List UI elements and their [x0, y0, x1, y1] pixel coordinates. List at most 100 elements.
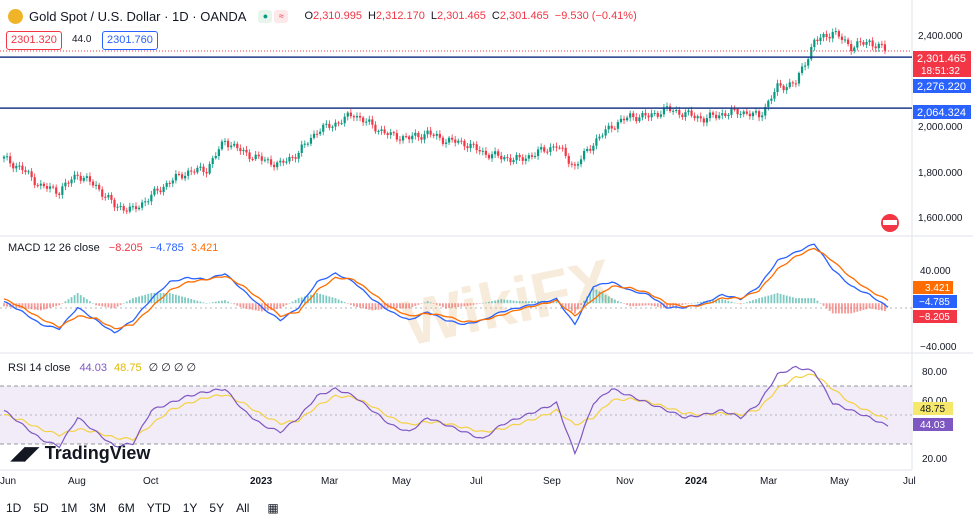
- candle-body: [767, 100, 770, 107]
- candle-body: [165, 183, 168, 187]
- range-ytd[interactable]: YTD: [146, 500, 171, 515]
- macd-hist-bar: [795, 298, 797, 304]
- range-5d[interactable]: 5D: [33, 500, 49, 515]
- candle-body: [509, 157, 512, 163]
- candle-body: [702, 118, 705, 123]
- range-6m[interactable]: 6M: [118, 500, 135, 515]
- macd-hist-bar: [89, 301, 91, 304]
- candle-body: [101, 189, 104, 197]
- macd-hist-bar: [460, 303, 463, 307]
- candle-body: [285, 161, 288, 163]
- macd-hist-bar: [770, 294, 773, 304]
- candle-body: [515, 155, 518, 161]
- time-tick: Aug: [68, 476, 86, 487]
- candle-body: [420, 137, 423, 140]
- macd-hist-bar: [666, 303, 668, 309]
- macd-hist-bar: [33, 303, 36, 310]
- macd-hist-bar: [623, 303, 625, 304]
- candle-body: [810, 47, 813, 60]
- market-open-icon[interactable]: ●: [258, 9, 273, 23]
- candle-body: [24, 170, 27, 173]
- macd-hist-bar: [273, 303, 276, 310]
- macd-hist-bar: [27, 303, 30, 310]
- calendar-icon[interactable]: ▦: [267, 500, 279, 515]
- candle-body: [380, 129, 383, 131]
- candle-body: [561, 147, 564, 149]
- macd-hist-bar: [337, 299, 340, 304]
- rsi-legend[interactable]: RSI 14 close 44.03 48.75 ∅ ∅ ∅ ∅: [8, 361, 196, 374]
- macd-legend[interactable]: MACD 12 26 close −8.205 −4.785 3.421: [8, 242, 218, 254]
- macd-signal-tag: [913, 281, 953, 294]
- range-1m[interactable]: 1M: [60, 500, 78, 515]
- rsi-legend-ma: 48.75: [114, 362, 142, 374]
- macd-hist-bar: [884, 303, 886, 312]
- candle-body: [773, 91, 776, 99]
- candle-body: [159, 190, 162, 193]
- macd-hist-bar: [767, 295, 770, 304]
- macd-hist-bar: [340, 300, 343, 304]
- macd-hist-bar: [481, 303, 484, 304]
- rsi-ma-value: 48.75: [920, 404, 945, 415]
- sell-button[interactable]: 2301.320: [6, 31, 62, 50]
- macd-hist-bar: [807, 298, 810, 304]
- candle-body: [64, 182, 67, 187]
- candle-body: [754, 111, 758, 113]
- macd-hist-bar: [426, 301, 429, 304]
- candle-body: [794, 83, 798, 85]
- candle-body: [807, 59, 810, 66]
- macd-hist-bar: [12, 303, 15, 308]
- candle-body: [52, 186, 55, 188]
- range-all[interactable]: All: [236, 500, 250, 515]
- candle-body: [503, 157, 506, 160]
- time-tick: Sep: [543, 476, 561, 487]
- candle-body: [82, 177, 85, 181]
- macd-hist-bar: [730, 301, 733, 304]
- candle-body: [107, 195, 110, 198]
- candle-body: [613, 128, 616, 130]
- macd-hist-bar: [567, 303, 570, 310]
- macd-hist-bar: [79, 295, 82, 304]
- macd-hist-bar: [73, 295, 76, 304]
- range-3m[interactable]: 3M: [89, 500, 107, 515]
- macd-hist-bar: [779, 293, 782, 304]
- candle-body: [432, 134, 435, 136]
- macd-hist-bar: [64, 301, 67, 304]
- macd-hist-bar: [813, 298, 816, 304]
- candle-body: [150, 194, 153, 202]
- macd-hist-bar: [368, 303, 371, 310]
- macd-hist-bar: [153, 293, 156, 304]
- candle-body: [699, 116, 702, 119]
- close-label: C: [491, 10, 500, 22]
- tradingview-logo[interactable]: ◢◤ TradingView: [11, 443, 150, 464]
- macd-hist-bar: [116, 303, 119, 307]
- candle-body: [619, 118, 623, 123]
- candle-body: [193, 171, 196, 173]
- candle-body: [675, 109, 678, 111]
- macd-hist-bar: [727, 300, 730, 304]
- candle-body: [586, 148, 589, 152]
- range-1y[interactable]: 1Y: [182, 500, 198, 515]
- range-5y[interactable]: 5Y: [209, 500, 225, 515]
- delay-icon[interactable]: ≈: [274, 9, 289, 23]
- candle-body: [392, 132, 395, 134]
- candle-body: [312, 133, 316, 138]
- macd-hist-bar: [785, 295, 788, 304]
- horizontal-lines[interactable]: [0, 50, 912, 109]
- macd-hist-bar: [353, 303, 355, 307]
- macd-hist-bar: [438, 303, 441, 306]
- symbol-title[interactable]: Gold Spot / U.S. Dollar · 1D · OANDA: [29, 8, 247, 24]
- macd-hist-bar: [156, 293, 159, 304]
- macd-hist-bar: [512, 300, 515, 304]
- candle-body: [859, 41, 862, 43]
- candle-body: [73, 174, 76, 180]
- macd-hist-bar: [214, 301, 217, 304]
- rsi-value-tag: [913, 418, 953, 431]
- buy-button[interactable]: 2301.760: [102, 31, 158, 50]
- candle-body: [804, 65, 807, 67]
- candle-body: [276, 162, 279, 168]
- macd-hist-bar: [678, 303, 681, 306]
- range-1d[interactable]: 1D: [6, 500, 22, 515]
- macd-hist-bar: [816, 300, 819, 304]
- candle-body: [592, 145, 595, 151]
